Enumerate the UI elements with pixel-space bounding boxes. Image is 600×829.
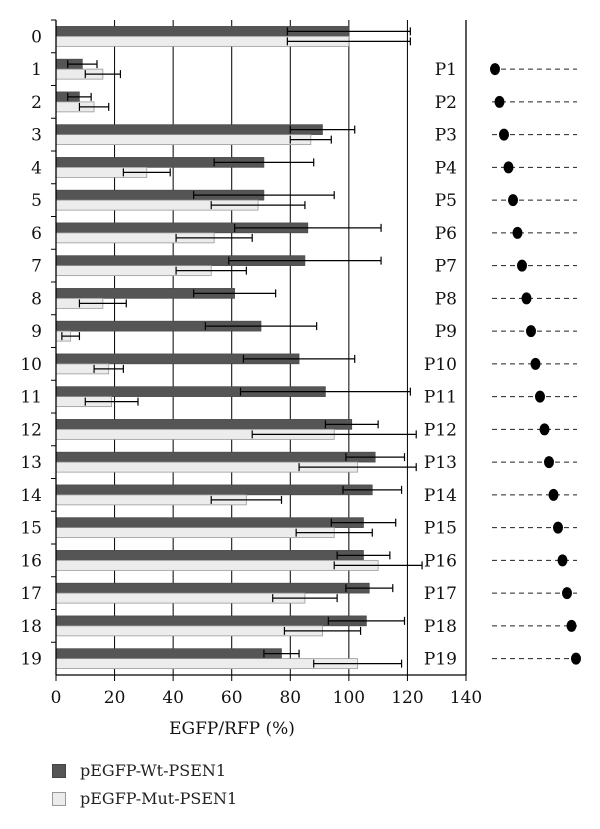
probe-label-P5: P5	[435, 191, 457, 211]
y-tick-label-15: 15	[20, 519, 42, 539]
bars	[55, 26, 379, 670]
y-tick-label-9: 9	[31, 322, 42, 342]
y-tick-label-0: 0	[31, 27, 42, 47]
bar-mut-17	[55, 592, 306, 604]
gridlines	[114, 20, 408, 675]
bar-wt-16	[55, 550, 364, 561]
legend-swatch-wt	[52, 763, 66, 778]
probe-label-P8: P8	[435, 289, 457, 309]
probe-label-P12: P12	[424, 420, 457, 440]
probe-dot-P18	[566, 619, 577, 632]
y-tick-label-19: 19	[20, 650, 42, 670]
probe-label-P11: P11	[424, 388, 457, 408]
legend-swatch-mut	[52, 791, 66, 806]
y-tick-label-18: 18	[20, 617, 42, 637]
y-tick-label-4: 4	[31, 158, 42, 178]
x-tick-label-120: 120	[391, 688, 423, 708]
probe-dot-P9	[526, 325, 536, 338]
bar-mut-3	[55, 134, 312, 146]
y-tick-label-5: 5	[31, 191, 42, 211]
error-bars	[61, 27, 423, 668]
bar-wt-18	[55, 615, 367, 627]
axes	[51, 19, 467, 681]
probe-dot-P8	[521, 292, 532, 305]
bar-wt-13	[55, 451, 376, 463]
x-tick-labels: 0 20 40 60 80 100 120 140	[51, 688, 483, 708]
bar-mut-19	[55, 658, 359, 670]
y-tick-label-7: 7	[31, 257, 42, 277]
probe-dot-P11	[535, 390, 545, 403]
probe-label-P14: P14	[424, 486, 457, 506]
probe-dot-P14	[548, 488, 559, 501]
probe-label-P6: P6	[435, 224, 457, 244]
y-tick-label-6: 6	[31, 224, 42, 244]
y-tick-label-17: 17	[20, 584, 42, 604]
probe-label-P7: P7	[435, 257, 457, 277]
bar-wt-19	[55, 648, 282, 659]
x-tick-label-20: 20	[104, 688, 126, 708]
probe-dot-P1	[490, 63, 500, 76]
probe-dot-P3	[499, 128, 509, 141]
x-tick-label-80: 80	[279, 688, 301, 708]
probe-dot-P2	[494, 95, 505, 108]
bar-mut-15	[55, 527, 335, 539]
probe-dots	[490, 63, 581, 665]
y-tick-label-14: 14	[20, 486, 42, 506]
y-tick-label-13: 13	[20, 453, 42, 473]
legend-label-mut: pEGFP-Mut-PSEN1	[80, 789, 238, 808]
y-tick-label-8: 8	[31, 289, 42, 309]
probe-label-P19: P19	[424, 650, 457, 670]
probe-dot-P7	[517, 259, 527, 272]
probe-label-P1: P1	[435, 60, 457, 80]
legend-item-wt: pEGFP-Wt-PSEN1	[52, 761, 226, 780]
bar-wt-14	[55, 484, 373, 496]
probe-labels: P1 P2 P3 P4 P5 P6 P7 P8 P9 P10 P11 P12 P13 P14 P15 P16 P…	[424, 60, 457, 670]
probe-dot-P10	[530, 357, 541, 370]
probe-dot-P16	[557, 554, 568, 567]
x-tick-label-140: 140	[450, 688, 482, 708]
probe-dot-P17	[562, 587, 572, 600]
x-tick-label-0: 0	[51, 688, 62, 708]
probe-dot-P13	[544, 456, 554, 469]
probe-label-P3: P3	[435, 126, 457, 146]
bar-wt-12	[55, 419, 353, 430]
bar-wt-17	[55, 582, 370, 594]
probe-label-P4: P4	[435, 158, 457, 178]
probe-label-P10: P10	[424, 355, 457, 375]
x-axis-label: EGFP/RFP (%)	[169, 719, 295, 739]
y-tick-label-2: 2	[31, 93, 42, 113]
y-tick-label-12: 12	[20, 420, 42, 440]
probe-dot-P6	[512, 226, 523, 239]
y-tick-label-10: 10	[20, 355, 42, 375]
probe-dot-P4	[503, 161, 514, 174]
probe-label-P17: P17	[424, 584, 457, 604]
probe-label-P18: P18	[424, 617, 457, 637]
probe-label-P9: P9	[435, 322, 457, 342]
probe-dot-P15	[553, 521, 563, 534]
probe-dot-P12	[539, 423, 550, 436]
bar-wt-15	[55, 517, 364, 528]
bar-wt-3	[55, 124, 323, 135]
bar-mut-18	[55, 625, 323, 637]
x-tick-label-100: 100	[333, 688, 365, 708]
y-tick-label-3: 3	[31, 126, 42, 146]
bar-mut-16	[55, 559, 379, 571]
y-tick-label-1: 1	[31, 60, 42, 80]
legend-item-mut: pEGFP-Mut-PSEN1	[52, 789, 237, 808]
probe-label-P16: P16	[424, 551, 457, 571]
x-tick-label-40: 40	[162, 688, 184, 708]
x-tick-label-60: 60	[221, 688, 243, 708]
probe-label-P13: P13	[424, 453, 457, 473]
probe-label-P15: P15	[424, 519, 457, 539]
legend-label-wt: pEGFP-Wt-PSEN1	[80, 761, 227, 780]
probe-label-P2: P2	[435, 93, 457, 113]
probe-dot-P19	[571, 652, 581, 665]
probe-dot-P5	[508, 194, 518, 207]
y-tick-label-16: 16	[20, 551, 42, 571]
y-tick-label-11: 11	[20, 388, 42, 408]
